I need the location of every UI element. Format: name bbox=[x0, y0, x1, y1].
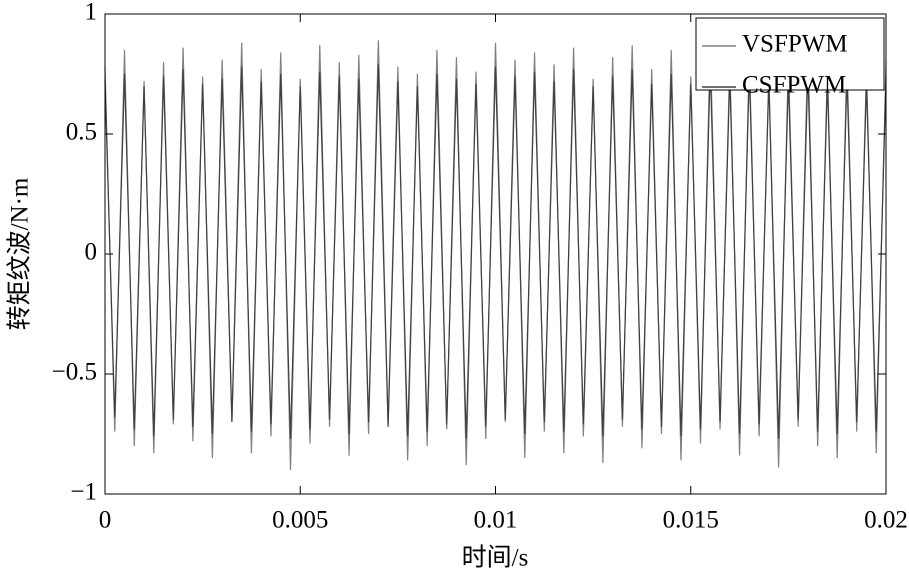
legend-label: CSFPWM bbox=[742, 72, 846, 99]
y-tick-label: 0.5 bbox=[66, 119, 97, 146]
y-tick-label: −1 bbox=[70, 479, 97, 506]
y-tick-label: 0 bbox=[85, 239, 98, 266]
legend-box bbox=[695, 17, 885, 91]
x-tick-label: 0.01 bbox=[474, 507, 518, 534]
x-tick-label: 0.015 bbox=[663, 507, 719, 534]
x-tick-label: 0.005 bbox=[272, 507, 328, 534]
legend-label: VSFPWM bbox=[742, 31, 848, 58]
x-axis-label: 时间/s bbox=[462, 544, 529, 572]
x-tick-label: 0.02 bbox=[864, 507, 908, 534]
y-tick-label: −0.5 bbox=[52, 359, 97, 386]
data-line bbox=[104, 64, 887, 439]
y-tick-label: 1 bbox=[85, 0, 98, 26]
y-axis-label: 转矩纹波/N·m bbox=[6, 177, 34, 330]
x-tick-label: 0 bbox=[99, 507, 112, 534]
